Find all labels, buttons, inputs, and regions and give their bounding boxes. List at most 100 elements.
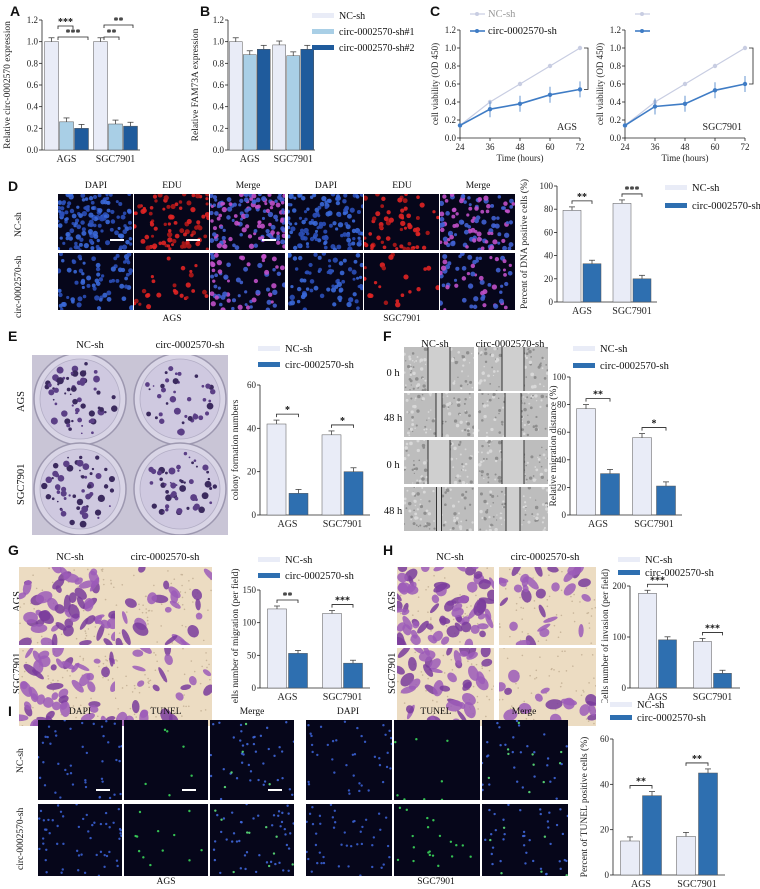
- cell: [191, 194, 196, 198]
- colony: [76, 498, 84, 506]
- pore: [588, 682, 590, 684]
- pore: [470, 605, 472, 607]
- cell: [397, 567, 408, 573]
- cell: [119, 792, 122, 796]
- legend-label: NC-sh: [285, 555, 313, 566]
- significance-bracket: [57, 36, 89, 40]
- cell: [380, 204, 385, 208]
- pore: [545, 639, 548, 641]
- i-title-merge-1: Merge: [239, 707, 265, 717]
- cell: [226, 298, 231, 303]
- cell: [386, 751, 389, 755]
- cell: [259, 223, 265, 229]
- pore: [79, 655, 81, 658]
- cell: [64, 210, 69, 215]
- colony: [60, 508, 63, 512]
- pore: [399, 612, 402, 615]
- cell: [446, 648, 453, 656]
- cell: [50, 664, 57, 671]
- cell: [161, 849, 164, 852]
- colony: [149, 481, 154, 485]
- cell: [539, 362, 542, 365]
- cell: [273, 214, 278, 220]
- cell: [416, 287, 421, 292]
- cell: [203, 684, 212, 696]
- pore: [32, 574, 34, 576]
- cell: [527, 393, 530, 395]
- cell: [275, 202, 281, 208]
- pore: [529, 674, 531, 677]
- cell: [451, 504, 456, 508]
- cell: [81, 285, 85, 290]
- cell: [472, 238, 477, 243]
- cell: [325, 211, 331, 217]
- cell: [306, 850, 308, 854]
- colony: [204, 480, 212, 488]
- cell: [276, 778, 280, 782]
- y-tick-label: 20: [557, 482, 567, 492]
- cell: [523, 402, 526, 405]
- cell: [527, 414, 529, 416]
- cell: [219, 797, 223, 800]
- cell: [345, 844, 349, 847]
- cell: [90, 240, 94, 244]
- pore: [593, 677, 595, 679]
- cell: [39, 610, 51, 622]
- cell: [210, 210, 214, 216]
- cell: [385, 236, 391, 241]
- pore: [431, 699, 434, 702]
- cell: [148, 211, 153, 216]
- cell: [503, 201, 508, 206]
- significance-bracket: [621, 193, 643, 197]
- colony: [176, 507, 183, 515]
- cell: [410, 518, 412, 521]
- legend-swatch: [610, 715, 632, 720]
- cell: [298, 216, 303, 220]
- cell: [93, 234, 99, 239]
- cell: [113, 722, 116, 725]
- cell: [95, 853, 98, 857]
- cell: [126, 253, 132, 257]
- colony: [97, 494, 105, 502]
- cell: [468, 528, 472, 531]
- cell: [275, 265, 279, 269]
- cell: [422, 461, 427, 465]
- cell: [528, 838, 531, 842]
- cell: [195, 241, 201, 247]
- cell: [314, 843, 318, 847]
- i-title-merge-2: Merge: [511, 707, 537, 717]
- y-tick-label: 200: [613, 581, 627, 591]
- bar: [272, 44, 286, 151]
- cell: [59, 810, 63, 813]
- cell: [321, 221, 327, 227]
- cell: [425, 428, 428, 431]
- cell: [105, 219, 110, 225]
- cell: [241, 750, 244, 753]
- cell: [346, 233, 351, 238]
- cell: [142, 206, 146, 211]
- colony: [52, 470, 59, 477]
- cell: [395, 247, 399, 250]
- cell: [479, 630, 486, 638]
- i-image-r0-c1-pixels: [144, 728, 196, 797]
- colony: [66, 387, 71, 392]
- cell: [502, 435, 505, 437]
- cell: [105, 194, 109, 197]
- cell: [121, 611, 128, 624]
- x-tick-label: SGC7901: [274, 154, 313, 165]
- colony: [66, 423, 71, 428]
- cell: [264, 269, 270, 275]
- colony: [74, 407, 80, 413]
- bar: [93, 41, 108, 151]
- cell: [416, 355, 419, 358]
- cell: [113, 793, 116, 796]
- cell: [540, 870, 543, 873]
- colony: [79, 469, 81, 472]
- cell: [19, 637, 32, 645]
- cell: [518, 703, 532, 714]
- cell: [61, 200, 66, 206]
- cell: [340, 233, 344, 238]
- cell: [178, 206, 183, 210]
- cell: [455, 516, 459, 520]
- cell: [303, 210, 308, 214]
